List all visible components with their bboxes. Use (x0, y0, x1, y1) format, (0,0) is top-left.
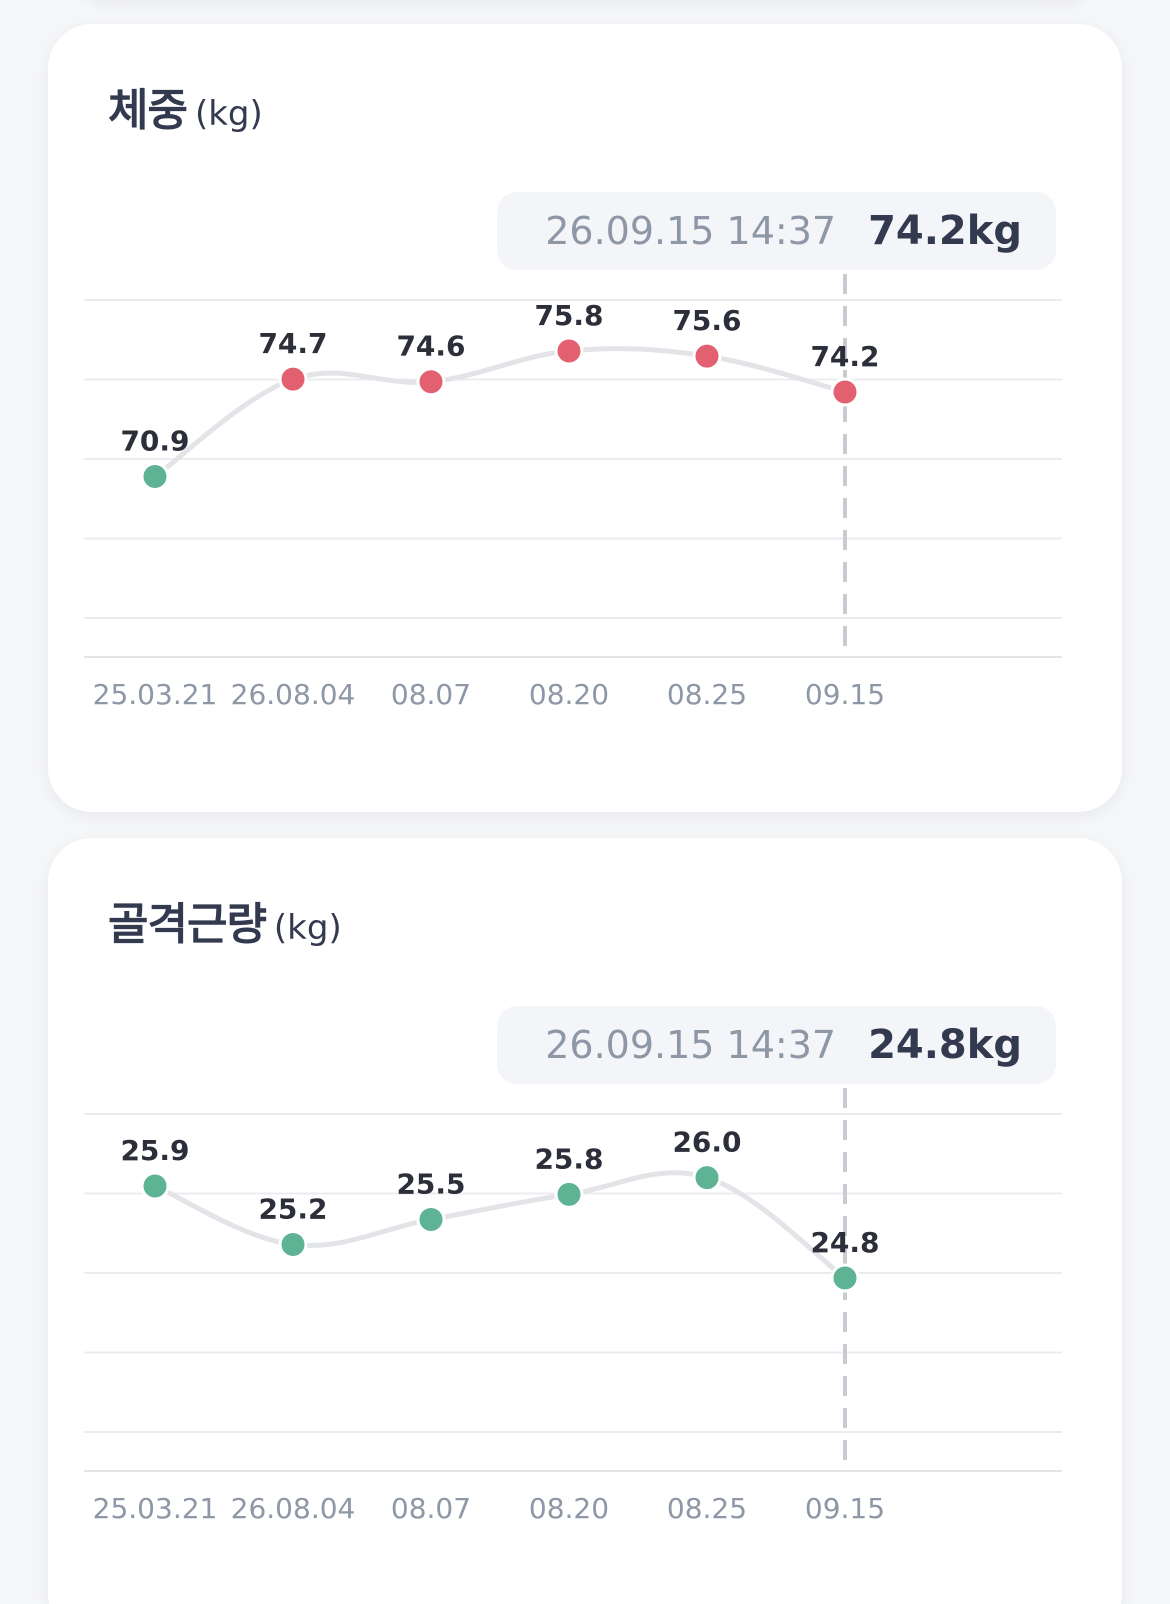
data-point (554, 1179, 584, 1209)
chart-title: 체중 (kg) (108, 74, 263, 138)
chart-title-unit: (kg) (194, 94, 263, 134)
selected-point-tooltip: 26.09.15 14:37 24.8kg (497, 1006, 1056, 1084)
data-point (278, 364, 308, 394)
skeletal-muscle-line-chart[interactable]: 25.9 25.2 25.5 25.8 26.0 24.8 25.03.21 26.08.04… (48, 838, 1122, 1604)
data-label: 25.5 (396, 1167, 465, 1200)
data-point (278, 1230, 308, 1260)
data-label: 25.8 (534, 1142, 603, 1175)
x-tick-label: 26.08.04 (231, 678, 356, 711)
data-label: 74.7 (258, 327, 327, 360)
x-tick-label: 08.25 (667, 1492, 747, 1525)
data-point (830, 1263, 860, 1293)
data-label: 25.2 (258, 1193, 327, 1226)
data-label: 74.2 (810, 340, 879, 373)
selected-point-tooltip: 26.09.15 14:37 74.2kg (497, 192, 1056, 270)
x-tick-label: 08.20 (529, 1492, 609, 1525)
x-tick-label: 09.15 (805, 1492, 885, 1525)
data-point (140, 462, 170, 492)
series-line (152, 346, 848, 480)
x-tick-label: 08.25 (667, 678, 747, 711)
weight-line-chart[interactable]: 70.9 74.7 74.6 75.8 75.6 74.2 25.03.21 26.08.04… (48, 24, 1122, 812)
data-label: 75.8 (534, 299, 603, 332)
x-tick-label: 09.15 (805, 678, 885, 711)
chart-title-text: 체중 (108, 85, 188, 136)
weight-chart-card: 체중 (kg) 26.09.15 14:37 74.2kg 70.9 74.7 74.… (48, 24, 1122, 812)
data-label: 70.9 (120, 425, 189, 458)
chart-title-unit: (kg) (273, 908, 342, 948)
tooltip-time: 26.09.15 14:37 (545, 209, 837, 253)
x-tick-label: 08.20 (529, 678, 609, 711)
chart-title-text: 골격근량 (108, 899, 267, 950)
tooltip-time: 26.09.15 14:37 (545, 1023, 837, 1067)
data-label: 25.9 (120, 1134, 189, 1167)
data-point (416, 1204, 446, 1234)
data-point (140, 1171, 170, 1201)
data-point (692, 341, 722, 371)
data-label: 24.8 (810, 1226, 879, 1259)
data-point (692, 1163, 722, 1193)
data-point (554, 336, 584, 366)
x-tick-label: 08.07 (391, 1492, 471, 1525)
data-point (416, 367, 446, 397)
skeletal-muscle-chart-card: 골격근량 (kg) 26.09.15 14:37 24.8kg 25.9 25.2 2… (48, 838, 1122, 1604)
data-label: 26.0 (672, 1126, 741, 1159)
x-tick-label: 26.08.04 (231, 1492, 356, 1525)
data-label: 74.6 (396, 330, 465, 363)
x-tick-label: 25.03.21 (93, 678, 218, 711)
chart-title: 골격근량 (kg) (108, 888, 342, 952)
x-tick-label: 25.03.21 (93, 1492, 218, 1525)
x-tick-label: 08.07 (391, 678, 471, 711)
tooltip-value: 24.8kg (868, 1022, 1022, 1068)
data-point (830, 377, 860, 407)
series-line (152, 1170, 848, 1281)
data-label: 75.6 (672, 304, 741, 337)
tooltip-value: 74.2kg (868, 208, 1022, 254)
